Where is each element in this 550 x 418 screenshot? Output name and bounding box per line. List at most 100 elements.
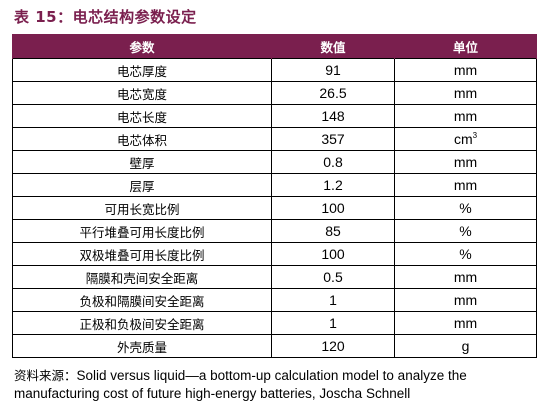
value-cell: 0.5 xyxy=(271,265,395,289)
param-text: 电芯宽度 xyxy=(116,86,167,102)
unit-cell: mm xyxy=(394,150,537,174)
value-text: 91 xyxy=(325,62,341,78)
unit-cell: g xyxy=(394,334,537,358)
value-cell: 26.5 xyxy=(271,81,395,105)
param-text: 平行堆叠可用长度比例 xyxy=(79,224,205,240)
table-body: 电芯厚度 91 mm 电芯宽度 26.5 mm 电芯长度 148 mm 电芯体积 357 cm3 壁厚 0… xyxy=(12,58,537,358)
value-cell: 148 xyxy=(271,104,395,128)
unit-cell: % xyxy=(394,219,537,243)
unit-cell: mm xyxy=(394,311,537,335)
table-row: 电芯宽度 26.5 mm xyxy=(12,81,537,105)
param-cell: 电芯厚度 xyxy=(12,58,272,82)
param-cell: 正极和负极间安全距离 xyxy=(12,311,272,335)
value-text: 148 xyxy=(321,108,345,124)
unit-cell: % xyxy=(394,196,537,220)
table-row: 电芯长度 148 mm xyxy=(12,104,537,128)
unit-text: mm xyxy=(453,154,478,170)
value-text: 26.5 xyxy=(319,85,347,101)
unit-text: g xyxy=(461,338,470,354)
unit-text: mm xyxy=(453,315,478,331)
param-cell: 外壳质量 xyxy=(12,334,272,358)
table-row: 负极和隔膜间安全距离 1 mm xyxy=(12,288,537,312)
unit-text: cm xyxy=(453,131,473,147)
unit-text: % xyxy=(459,200,472,216)
param-cell: 电芯长度 xyxy=(12,104,272,128)
table-row: 外壳质量 120 g xyxy=(12,334,537,358)
table-row: 层厚 1.2 mm xyxy=(12,173,537,197)
value-text: 0.8 xyxy=(323,154,343,170)
param-text: 壁厚 xyxy=(129,155,155,171)
table-title: 表 15：电芯结构参数设定 xyxy=(14,8,197,26)
param-cell: 负极和隔膜间安全距离 xyxy=(12,288,272,312)
param-cell: 平行堆叠可用长度比例 xyxy=(12,219,272,243)
value-text: 120 xyxy=(321,338,345,354)
unit-cell: mm xyxy=(394,288,537,312)
header-param: 参数 xyxy=(12,34,272,59)
value-cell: 100 xyxy=(271,196,395,220)
unit-cell: mm xyxy=(394,81,537,105)
param-text: 可用长宽比例 xyxy=(104,201,180,217)
param-cell: 壁厚 xyxy=(12,150,272,174)
source-text: Solid versus liquid—a bottom-up calculat… xyxy=(14,368,467,401)
param-text: 隔膜和壳间安全距离 xyxy=(85,270,199,286)
unit-text: % xyxy=(459,223,472,239)
param-text: 双极堆叠可用长度比例 xyxy=(79,247,205,263)
param-text: 外壳质量 xyxy=(116,339,167,355)
param-text: 电芯体积 xyxy=(116,132,167,148)
value-text: 100 xyxy=(321,246,345,262)
header-unit: 单位 xyxy=(394,34,537,59)
value-text: 1 xyxy=(329,315,337,331)
table-row: 正极和负极间安全距离 1 mm xyxy=(12,311,537,335)
param-text: 负极和隔膜间安全距离 xyxy=(79,293,205,309)
unit-cell: mm xyxy=(394,104,537,128)
value-text: 100 xyxy=(321,200,345,216)
param-cell: 层厚 xyxy=(12,173,272,197)
unit-text: mm xyxy=(453,269,478,285)
param-cell: 电芯宽度 xyxy=(12,81,272,105)
param-text: 电芯厚度 xyxy=(116,63,167,79)
value-cell: 100 xyxy=(271,242,395,266)
unit-text: mm xyxy=(453,177,478,193)
value-cell: 1 xyxy=(271,288,395,312)
table-row: 平行堆叠可用长度比例 85% xyxy=(12,219,537,243)
param-cell: 电芯体积 xyxy=(12,127,272,151)
source-label: 资料来源： xyxy=(14,368,77,383)
unit-text: % xyxy=(459,246,472,262)
value-cell: 91 xyxy=(271,58,395,82)
value-cell: 85 xyxy=(271,219,395,243)
table-row: 电芯体积 357 cm3 xyxy=(12,127,537,151)
value-cell: 1.2 xyxy=(271,173,395,197)
unit-cell: % xyxy=(394,242,537,266)
value-text: 1 xyxy=(329,292,337,308)
value-text: 357 xyxy=(321,131,345,147)
value-cell: 120 xyxy=(271,334,395,358)
unit-cell: cm3 xyxy=(394,127,537,151)
table-row: 双极堆叠可用长度比例 100% xyxy=(12,242,537,266)
param-text: 正极和负极间安全距离 xyxy=(79,316,205,332)
unit-cell: mm xyxy=(394,58,537,82)
param-cell: 隔膜和壳间安全距离 xyxy=(12,265,272,289)
unit-text: mm xyxy=(453,62,478,78)
param-text: 层厚 xyxy=(129,178,155,194)
table-row: 电芯厚度 91 mm xyxy=(12,58,537,82)
parameter-table: 参数 数值 单位 电芯厚度 91 mm 电芯宽度 26.5 mm 电芯长度 148 mm 电芯体积… xyxy=(12,34,537,358)
table-row: 隔膜和壳间安全距离 0.5 mm xyxy=(12,265,537,289)
value-text: 85 xyxy=(325,223,341,239)
source-note: 资料来源：Solid versus liquid—a bottom-up cal… xyxy=(14,367,538,403)
value-cell: 357 xyxy=(271,127,395,151)
value-cell: 0.8 xyxy=(271,150,395,174)
param-text: 电芯长度 xyxy=(116,109,167,125)
table-row: 可用长宽比例 100% xyxy=(12,196,537,220)
param-cell: 可用长宽比例 xyxy=(12,196,272,220)
value-cell: 1 xyxy=(271,311,395,335)
unit-text: mm xyxy=(453,85,478,101)
param-cell: 双极堆叠可用长度比例 xyxy=(12,242,272,266)
unit-text: mm xyxy=(453,108,478,124)
unit-cell: mm xyxy=(394,173,537,197)
unit-text: mm xyxy=(453,292,478,308)
value-text: 1.2 xyxy=(323,177,343,193)
header-value: 数值 xyxy=(271,34,395,59)
table-row: 壁厚 0.8 mm xyxy=(12,150,537,174)
value-text: 0.5 xyxy=(323,269,343,285)
